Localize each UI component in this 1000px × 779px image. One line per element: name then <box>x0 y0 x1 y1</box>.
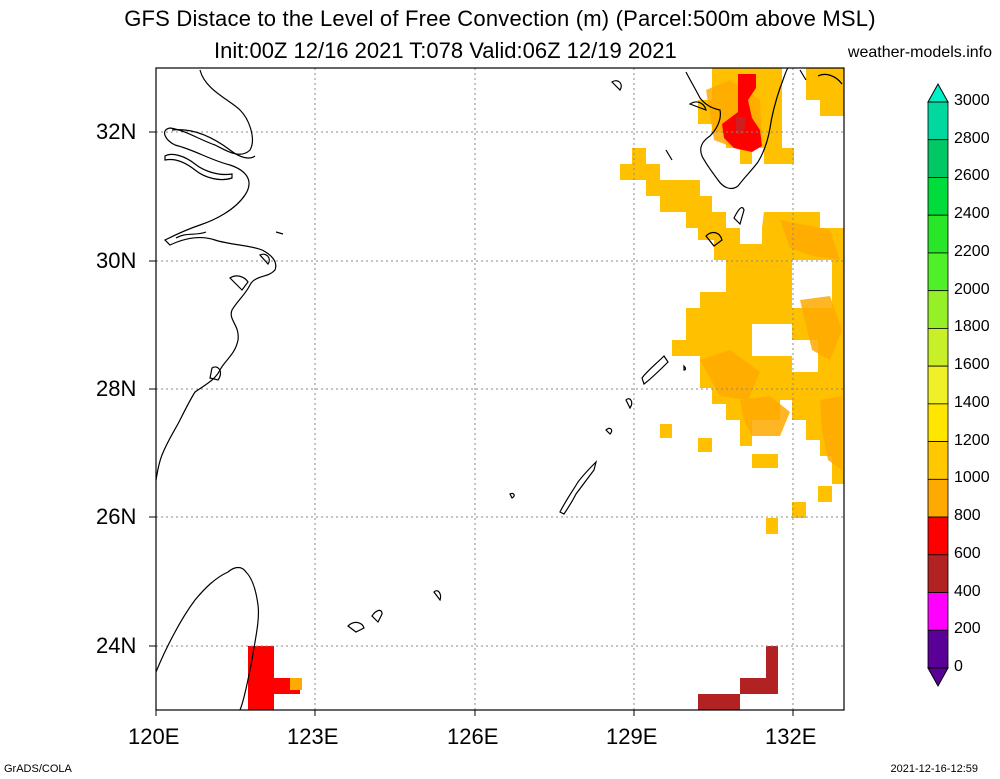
lat-label-28n: 28N <box>96 376 137 401</box>
colorbar-segment <box>927 592 949 631</box>
colorbar-label: 600 <box>954 544 981 562</box>
shading-dot3 <box>752 454 778 468</box>
shading-dot6 <box>766 518 778 534</box>
colorbar-segment <box>927 101 949 141</box>
colorbar-label: 1800 <box>954 318 990 336</box>
lat-label-30n: 30N <box>96 248 137 273</box>
map-subtitle: Init:00Z 12/16 2021 T:078 Valid:06Z 12/1… <box>214 38 677 63</box>
shading-dot5 <box>792 502 806 518</box>
shading-core <box>736 116 746 134</box>
lon-label-123e: 123E <box>287 724 339 749</box>
lon-label-120e: 120E <box>128 724 180 749</box>
colorbar-segment <box>927 139 949 178</box>
footer-software: GrADS/COLA <box>4 763 72 775</box>
colorbar-segment <box>927 554 949 593</box>
colorbar-segment <box>927 365 949 405</box>
colorbar-label: 1200 <box>954 431 990 449</box>
colorbar-segment <box>927 290 949 329</box>
coastlines <box>155 67 843 711</box>
colorbar-label: 2800 <box>954 129 990 147</box>
grid-lines <box>156 68 844 710</box>
shading-dot4 <box>818 486 832 502</box>
colorbar-min-arrow <box>927 667 949 688</box>
colorbar-segment <box>927 441 949 480</box>
colorbar-segment <box>927 327 949 367</box>
lon-label-129e: 129E <box>606 724 658 749</box>
colorbar-label: 1000 <box>954 469 990 487</box>
colorbar-label: 400 <box>954 582 981 600</box>
shading-brown <box>698 646 778 710</box>
lat-label-26n: 26N <box>96 504 137 529</box>
colorbar <box>927 82 949 688</box>
footer-timestamp: 2021-12-16-12:59 <box>890 763 978 775</box>
tick-marks <box>149 131 794 716</box>
lon-label-132e: 132E <box>765 724 817 749</box>
colorbar-segment <box>927 516 949 556</box>
colorbar-label: 3000 <box>954 92 990 109</box>
lat-label-24n: 24N <box>96 633 137 658</box>
colorbar-segment <box>927 478 949 518</box>
colorbar-segment <box>927 177 949 216</box>
colorbar-label: 2400 <box>954 205 990 223</box>
colorbar-segment <box>927 403 949 443</box>
lon-label-126e: 126E <box>447 724 499 749</box>
colorbar-label: 0 <box>954 658 963 675</box>
colorbar-label: 1400 <box>954 393 990 411</box>
colorbar-label: 2000 <box>954 280 990 298</box>
shading-dot1 <box>660 424 672 438</box>
colorbar-label: 1600 <box>954 356 990 374</box>
colorbar-max-arrow <box>927 82 949 103</box>
colorbar-label: 2600 <box>954 167 990 185</box>
colorbar-segment <box>927 629 949 669</box>
colorbar-label: 200 <box>954 620 981 638</box>
shading-dot7 <box>290 678 302 690</box>
colorbar-segment <box>927 214 949 254</box>
colorbar-segment <box>927 252 949 292</box>
shading-ne <box>806 68 844 116</box>
map-title: GFS Distace to the Level of Free Convect… <box>124 6 876 31</box>
shading-dot2 <box>698 438 712 452</box>
lat-label-32n: 32N <box>96 119 137 144</box>
source-label: weather-models.info <box>847 44 992 61</box>
colorbar-label: 800 <box>954 507 981 525</box>
colorbar-label: 2200 <box>954 242 990 260</box>
